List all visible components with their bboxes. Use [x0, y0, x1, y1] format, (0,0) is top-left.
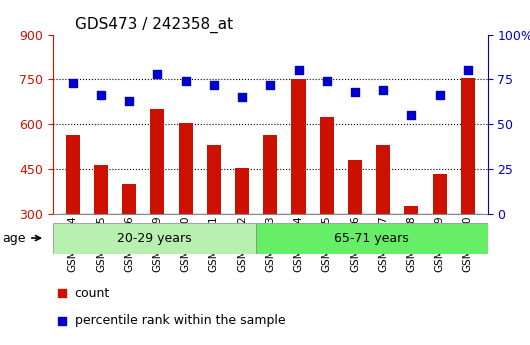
Point — [181, 78, 190, 84]
Bar — [179, 123, 193, 214]
Bar — [376, 145, 390, 214]
Bar — [404, 206, 419, 214]
Text: 20-29 years: 20-29 years — [117, 231, 192, 245]
Bar — [207, 145, 221, 214]
Bar — [432, 174, 447, 214]
Bar — [235, 168, 249, 214]
Bar — [320, 117, 334, 214]
FancyBboxPatch shape — [256, 223, 488, 254]
Point — [125, 98, 134, 104]
Text: age: age — [3, 231, 40, 245]
Text: percentile rank within the sample: percentile rank within the sample — [75, 314, 285, 327]
FancyBboxPatch shape — [53, 223, 256, 254]
Point — [294, 68, 303, 73]
Point — [68, 80, 77, 86]
Bar — [151, 109, 164, 214]
Point — [379, 87, 387, 93]
Point — [435, 93, 444, 98]
Bar — [66, 135, 80, 214]
Point — [238, 95, 246, 100]
Text: count: count — [75, 287, 110, 300]
Point — [407, 112, 416, 118]
Point — [97, 93, 105, 98]
Point — [322, 78, 331, 84]
Point — [266, 82, 275, 88]
Point — [351, 89, 359, 95]
Bar — [292, 79, 306, 214]
Bar — [94, 165, 108, 214]
Point — [210, 82, 218, 88]
Bar — [348, 160, 362, 214]
Text: 65-71 years: 65-71 years — [334, 231, 409, 245]
Text: GDS473 / 242358_at: GDS473 / 242358_at — [75, 17, 233, 33]
Bar — [461, 78, 475, 214]
Bar — [263, 135, 277, 214]
Point — [153, 71, 162, 77]
Point — [464, 68, 472, 73]
Point — [345, 144, 354, 149]
Bar — [122, 184, 136, 214]
